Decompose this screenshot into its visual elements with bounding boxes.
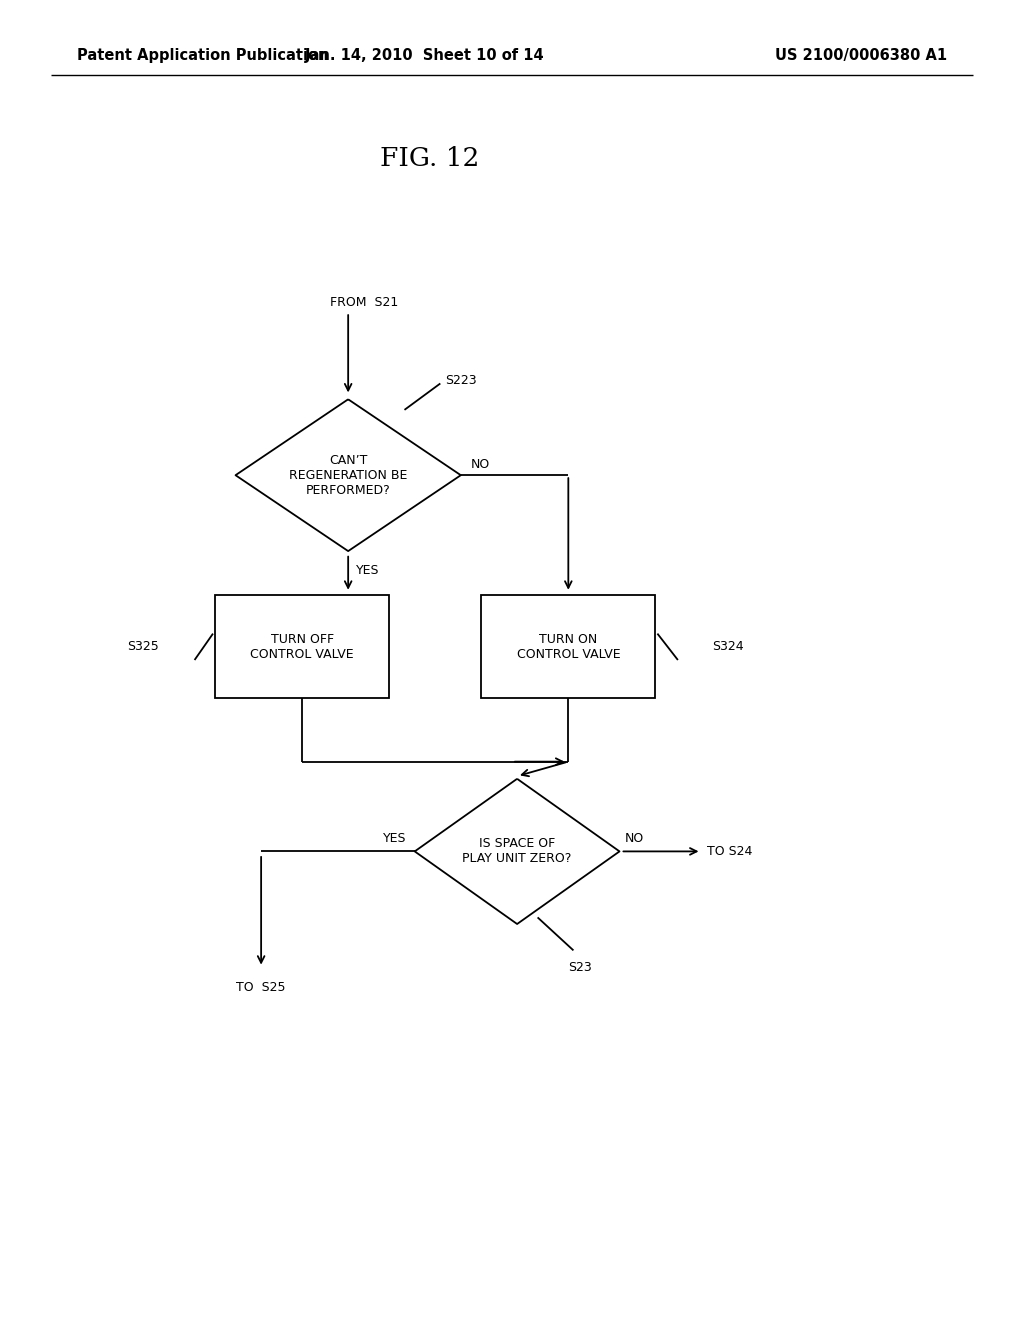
Text: TURN ON
CONTROL VALVE: TURN ON CONTROL VALVE — [516, 632, 621, 661]
Text: IS SPACE OF
PLAY UNIT ZERO?: IS SPACE OF PLAY UNIT ZERO? — [463, 837, 571, 866]
Text: TO S24: TO S24 — [707, 845, 752, 858]
Text: NO: NO — [471, 458, 490, 471]
Text: FROM  S21: FROM S21 — [330, 297, 398, 309]
Text: Patent Application Publication: Patent Application Publication — [77, 48, 329, 63]
Text: YES: YES — [383, 832, 407, 845]
Bar — [481, 595, 655, 698]
Bar — [215, 595, 389, 698]
Text: US 2100/0006380 A1: US 2100/0006380 A1 — [775, 48, 947, 63]
Text: FIG. 12: FIG. 12 — [380, 147, 480, 170]
Text: CAN’T
REGENERATION BE
PERFORMED?: CAN’T REGENERATION BE PERFORMED? — [289, 454, 408, 496]
Text: S325: S325 — [127, 640, 159, 653]
Text: S324: S324 — [712, 640, 743, 653]
Text: S223: S223 — [445, 375, 477, 387]
Text: S23: S23 — [568, 961, 592, 974]
Text: NO: NO — [625, 832, 644, 845]
Text: TO  S25: TO S25 — [237, 981, 286, 994]
Text: YES: YES — [356, 565, 380, 577]
Text: TURN OFF
CONTROL VALVE: TURN OFF CONTROL VALVE — [250, 632, 354, 661]
Text: Jan. 14, 2010  Sheet 10 of 14: Jan. 14, 2010 Sheet 10 of 14 — [305, 48, 545, 63]
